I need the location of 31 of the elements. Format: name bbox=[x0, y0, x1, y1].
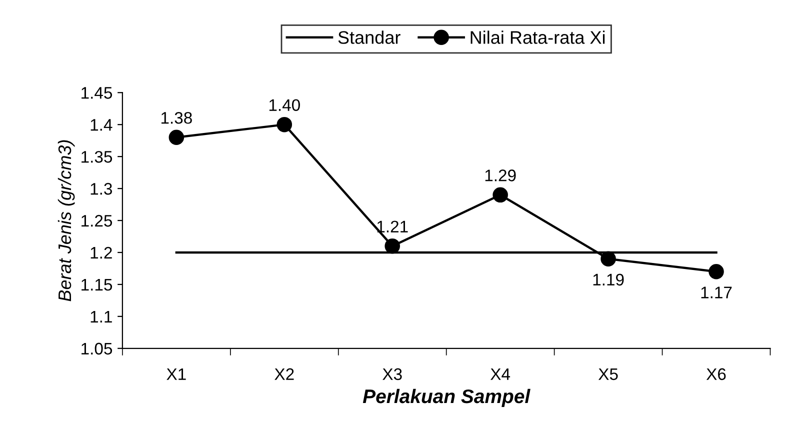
x-tick-label: X1 bbox=[166, 368, 186, 380]
legend-label: Nilai Rata-rata Xi bbox=[470, 30, 605, 44]
x-tick-label: X2 bbox=[274, 368, 294, 380]
point bbox=[168, 130, 184, 146]
point bbox=[708, 264, 724, 280]
x-tick-label: X5 bbox=[598, 368, 618, 380]
y-tick-label: 1.4 bbox=[90, 119, 112, 131]
y-tick-label: 1.1 bbox=[90, 310, 112, 322]
data-label: 1.40 bbox=[269, 99, 300, 111]
y-tick-label: 1.45 bbox=[82, 87, 112, 99]
y-tick-label: 1.35 bbox=[82, 150, 112, 163]
x-tick-label: X4 bbox=[490, 368, 510, 380]
x-tick-label: X3 bbox=[382, 368, 402, 380]
data-label: 1.38 bbox=[161, 112, 192, 124]
data-label: 1.17 bbox=[701, 286, 732, 298]
y-tick-label: 1.15 bbox=[82, 279, 112, 291]
y-tick-label: 1.25 bbox=[82, 214, 112, 227]
point bbox=[276, 116, 292, 132]
y-axis-title: Berat Jenis (gr/cm3) bbox=[58, 140, 75, 302]
point bbox=[384, 238, 400, 254]
data-label: 1.21 bbox=[377, 220, 408, 232]
data-label: 1.29 bbox=[485, 170, 516, 182]
data-label: 1.19 bbox=[593, 274, 624, 286]
y-tick-label: 1.05 bbox=[82, 342, 112, 355]
y-tick-label: 1.2 bbox=[90, 246, 112, 259]
legend-label: Standar bbox=[338, 30, 400, 44]
x-axis-title: Perlakuan Sampel bbox=[362, 388, 530, 408]
point bbox=[492, 187, 508, 203]
x-tick-label: X6 bbox=[706, 368, 726, 380]
point bbox=[600, 251, 616, 267]
y-tick-label: 1.3 bbox=[90, 182, 112, 195]
